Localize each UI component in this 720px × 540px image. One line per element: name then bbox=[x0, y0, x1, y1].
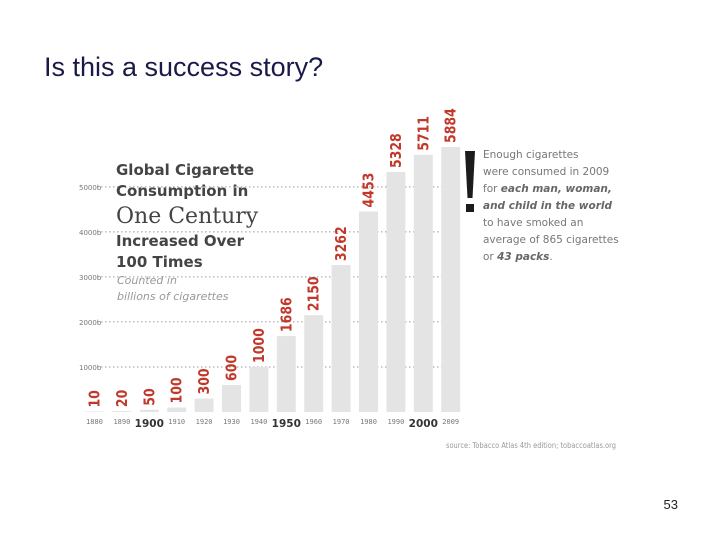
value-label: 5328 bbox=[387, 133, 405, 168]
value-labels: 10 20 50 100 300 600 1000 1686 2150 3262 4453 5328 5… bbox=[86, 108, 460, 407]
value-label: 1000 bbox=[250, 328, 268, 363]
annotation-text: each man, woman, bbox=[501, 183, 612, 195]
x-tick-label: 1880 bbox=[86, 418, 103, 426]
value-label: 10 bbox=[86, 390, 104, 407]
value-label: 600 bbox=[223, 355, 241, 381]
y-axis: 1000b 2000b 3000b 4000b 5000b bbox=[79, 184, 102, 372]
chart-title: Global Cigarette Consumption in One Centur… bbox=[116, 161, 259, 271]
x-tick-label: 1950 bbox=[272, 418, 301, 430]
value-label: 300 bbox=[195, 368, 213, 394]
chart-subtitle: Counted in billions of cigarettes bbox=[117, 274, 229, 303]
annotation-line: and child in the world bbox=[483, 200, 612, 212]
exclamation-dot bbox=[466, 204, 474, 212]
annotation-text: average of 865 cigarettes bbox=[483, 234, 619, 246]
x-tick-label: 1990 bbox=[387, 418, 404, 426]
page-number: 53 bbox=[663, 497, 678, 512]
bar bbox=[139, 409, 159, 412]
annotation-line: Enough cigarettes bbox=[483, 149, 579, 161]
value-label: 20 bbox=[113, 390, 131, 407]
x-tick-label: 1890 bbox=[113, 418, 130, 426]
value-label: 50 bbox=[140, 388, 158, 405]
bar bbox=[386, 172, 406, 412]
bar bbox=[276, 336, 296, 412]
annotation-text: 43 packs bbox=[496, 251, 549, 263]
x-tick-label: 1930 bbox=[223, 418, 240, 426]
bar bbox=[359, 211, 378, 412]
bars bbox=[85, 147, 461, 412]
bar bbox=[441, 147, 461, 412]
annotation-line: or 43 packs. bbox=[483, 251, 553, 263]
annotation: Enough cigarettes were consumed in 2009 fo… bbox=[465, 149, 619, 263]
bar bbox=[167, 407, 187, 412]
value-label: 5884 bbox=[442, 108, 460, 143]
chart-title-line: Consumption in bbox=[116, 182, 248, 200]
bar bbox=[249, 366, 269, 412]
value-label: 1686 bbox=[277, 297, 295, 332]
bar bbox=[331, 265, 351, 412]
annotation-text: and child in the world bbox=[483, 200, 612, 212]
x-tick-label: 1900 bbox=[135, 418, 164, 430]
chart-title-line: 100 Times bbox=[116, 253, 203, 271]
value-label: 3262 bbox=[332, 226, 350, 261]
annotation-text: . bbox=[549, 251, 552, 263]
y-tick-label: 3000b bbox=[79, 274, 102, 282]
chart-subtitle-line: billions of cigarettes bbox=[117, 290, 229, 303]
annotation-line: for each man, woman, bbox=[483, 183, 612, 195]
chart-title-line: Global Cigarette bbox=[116, 161, 254, 179]
annotation-line: to have smoked an bbox=[483, 217, 583, 229]
exclamation-mark bbox=[465, 151, 475, 212]
value-label: 100 bbox=[168, 377, 186, 403]
source-note: source: Tobacco Atlas 4th edition; tobac… bbox=[446, 441, 616, 450]
annotation-line: were consumed in 2009 bbox=[483, 166, 609, 178]
bar bbox=[222, 384, 241, 412]
exclamation-bar bbox=[465, 151, 475, 198]
chart-title-line: One Century bbox=[116, 204, 259, 229]
bar bbox=[304, 315, 324, 412]
x-tick-label: 1980 bbox=[360, 418, 377, 426]
x-tick-label: 1940 bbox=[250, 418, 267, 426]
bar bbox=[194, 398, 214, 412]
x-tick-label: 1920 bbox=[196, 418, 213, 426]
y-tick-label: 5000b bbox=[79, 184, 102, 192]
slide-title: Is this a success story? bbox=[44, 52, 324, 82]
annotation-text: to have smoked an bbox=[483, 217, 583, 229]
x-tick-label: 1910 bbox=[168, 418, 185, 426]
chart-title-line: Increased Over bbox=[116, 232, 245, 250]
annotation-text: for bbox=[483, 183, 501, 195]
annotation-text: were consumed in 2009 bbox=[483, 166, 609, 178]
x-tick-label: 1970 bbox=[333, 418, 350, 426]
x-tick-label: 1960 bbox=[305, 418, 322, 426]
bar bbox=[112, 411, 132, 412]
value-label: 4453 bbox=[360, 173, 378, 208]
source-text: source: Tobacco Atlas 4th edition; tobac… bbox=[446, 441, 616, 450]
value-label: 2150 bbox=[305, 276, 323, 311]
y-tick-label: 1000b bbox=[79, 364, 102, 372]
chart-subtitle-line: Counted in bbox=[117, 274, 177, 287]
y-tick-label: 2000b bbox=[79, 319, 102, 327]
x-tick-label: 2009 bbox=[442, 418, 459, 426]
y-tick-label: 4000b bbox=[79, 229, 102, 237]
bar bbox=[413, 154, 433, 412]
annotation-text: or bbox=[483, 251, 497, 263]
annotation-text: Enough cigarettes bbox=[483, 149, 579, 161]
value-label: 5711 bbox=[414, 116, 432, 151]
x-tick-label: 2000 bbox=[409, 418, 438, 430]
x-axis: 1880 1890 1900 1910 1920 1930 1940 1950 1960 1970… bbox=[86, 418, 459, 430]
annotation-line: average of 865 cigarettes bbox=[483, 234, 619, 246]
